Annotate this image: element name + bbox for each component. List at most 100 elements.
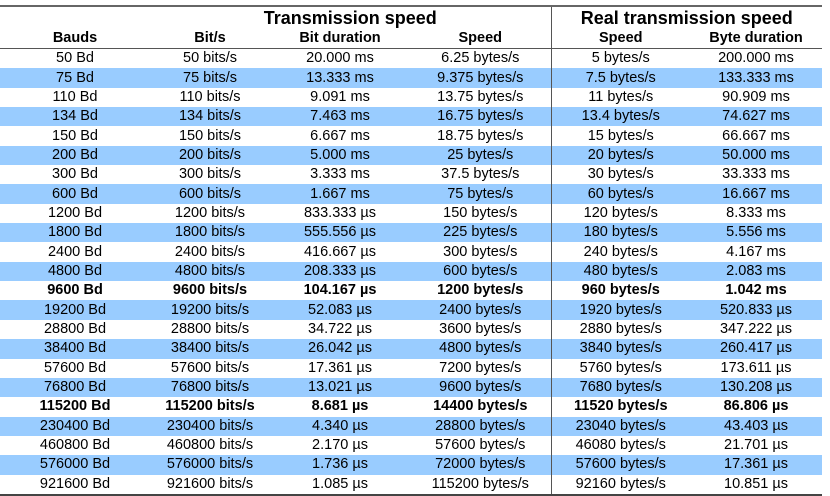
bit-duration-cell: 833.333 µs (303, 204, 377, 221)
bauds-cell: 921600 Bd (0, 474, 150, 496)
real-speed-cell: 15 bytes/s (550, 126, 690, 146)
bits-per-second-cell: 76800 bits/s (150, 377, 270, 398)
table-row: 200 Bd 200 bits/s 5.000 ms 25 bytes/s 20 byt… (0, 145, 822, 166)
bauds-cell: 110 Bd (52, 88, 98, 105)
bits-per-second-cell: 134 bits/s (150, 107, 270, 127)
speed-cell: 75 bytes/s (410, 184, 551, 204)
table-row: 134 Bd 134 bits/s 7.463 ms 16.75 bytes/s 13.… (0, 107, 822, 127)
real-speed-cell: 7680 bytes/s (550, 377, 690, 398)
byte-duration-cell: 8.333 ms (726, 204, 786, 221)
bit-duration-cell: 13.333 ms (270, 68, 410, 88)
bauds-cell: 19200 Bd (0, 300, 150, 320)
bits-per-second-cell: 1800 bits/s (150, 223, 270, 243)
bit-duration-cell: 3.333 ms (310, 166, 370, 183)
bits-per-second-cell: 38400 bits/s (150, 339, 270, 359)
bit-duration-cell: 17.361 µs (308, 359, 372, 376)
speed-cell: 1200 bytes/s (437, 282, 524, 299)
bit-duration-cell: 1.736 µs (270, 455, 410, 475)
bit-duration-cell: 20.000 ms (306, 50, 374, 67)
bit-duration-cell: 6.667 ms (310, 127, 370, 144)
bauds-cell: 57600 Bd (43, 359, 107, 376)
bauds-cell: 200 Bd (0, 145, 150, 166)
byte-duration-cell: 10.851 µs (690, 474, 822, 496)
bauds-cell: 576000 Bd (0, 455, 150, 475)
bit-duration-cell: 104.167 µs (303, 282, 377, 299)
group-header-real-transmission-speed: Real transmission speed (550, 6, 822, 29)
real-speed-cell: 960 bytes/s (550, 281, 690, 301)
real-speed-cell: 46080 bytes/s (550, 435, 690, 456)
table-row: 600 Bd 600 bits/s 1.667 ms 75 bytes/s 60 byt… (0, 184, 822, 204)
byte-duration-cell: 130.208 µs (690, 377, 822, 398)
byte-duration-cell: 1.042 ms (725, 282, 787, 299)
bit-duration-cell: 7.463 ms (270, 107, 410, 127)
speed-cell: 600 bytes/s (410, 261, 551, 282)
bit-duration-cell: 34.722 µs (308, 320, 372, 337)
table-row: 2400 Bd 2400 bits/s 416.667 µs 300 bytes/s 2… (0, 242, 822, 262)
bits-per-second-cell: 2400 bits/s (174, 243, 246, 260)
bit-duration-cell: 2.170 µs (312, 437, 368, 454)
speed-cell: 57600 bytes/s (435, 437, 526, 454)
column-header-bauds: Bauds (0, 29, 150, 49)
real-speed-cell: 120 bytes/s (550, 203, 690, 224)
bit-duration-cell: 5.000 ms (270, 145, 410, 166)
table-row: 9600 Bd 9600 bits/s 104.167 µs 1200 bytes/s… (0, 281, 822, 301)
byte-duration-cell: 200.000 ms (718, 50, 794, 67)
byte-duration-cell: 5.556 ms (690, 223, 822, 243)
table-row: 110 Bd 110 bits/s 9.091 ms 13.75 bytes/s 11 … (0, 87, 822, 108)
real-speed-cell: 57600 bytes/s (550, 455, 690, 475)
table-row: 19200 Bd 19200 bits/s 52.083 µs 2400 bytes/… (0, 300, 822, 320)
table-row: 115200 Bd 115200 bits/s 8.681 µs 14400 byte… (0, 397, 822, 417)
bit-duration-cell: 416.667 µs (303, 243, 377, 260)
bit-duration-cell: 26.042 µs (270, 339, 410, 359)
bauds-cell: 460800 Bd (39, 437, 111, 454)
speed-cell: 4800 bytes/s (410, 339, 551, 359)
table-row: 1200 Bd 1200 bits/s 833.333 µs 150 bytes/s 1… (0, 203, 822, 224)
bauds-cell: 28800 Bd (43, 320, 107, 337)
real-speed-cell: 240 bytes/s (550, 242, 690, 262)
byte-duration-cell: 33.333 ms (722, 166, 790, 183)
real-speed-cell: 2880 bytes/s (550, 319, 690, 340)
bauds-cell: 230400 Bd (0, 416, 150, 436)
bauds-cell: 150 Bd (52, 127, 98, 144)
table-row: 230400 Bd 230400 bits/s 4.340 µs 28800 byte… (0, 416, 822, 436)
real-speed-cell: 11 bytes/s (550, 87, 690, 108)
speed-cell: 13.75 bytes/s (437, 88, 524, 105)
bits-per-second-cell: 28800 bits/s (170, 320, 250, 337)
speed-cell: 225 bytes/s (410, 223, 551, 243)
table-row: 38400 Bd 38400 bits/s 26.042 µs 4800 bytes/… (0, 339, 822, 359)
bauds-cell: 134 Bd (0, 107, 150, 127)
speed-cell: 9600 bytes/s (410, 377, 551, 398)
bit-duration-cell: 208.333 µs (270, 261, 410, 282)
table-row: 57600 Bd 57600 bits/s 17.361 µs 7200 bytes/… (0, 358, 822, 378)
bauds-cell: 600 Bd (0, 184, 150, 204)
bits-per-second-cell: 50 bits/s (183, 50, 237, 67)
real-speed-cell: 480 bytes/s (550, 261, 690, 282)
bit-duration-cell: 9.091 ms (310, 88, 370, 105)
real-speed-cell: 60 bytes/s (550, 184, 690, 204)
speed-cell: 28800 bytes/s (410, 416, 551, 436)
speed-cell: 16.75 bytes/s (410, 107, 551, 127)
table-row: 576000 Bd 576000 bits/s 1.736 µs 72000 byte… (0, 455, 822, 475)
real-speed-cell: 92160 bytes/s (550, 474, 690, 496)
real-speed-cell: 180 bytes/s (550, 223, 690, 243)
table-row: 75 Bd 75 bits/s 13.333 ms 9.375 bytes/s 7.5 … (0, 68, 822, 88)
speed-cell: 14400 bytes/s (433, 398, 528, 415)
speed-cell: 72000 bytes/s (410, 455, 551, 475)
real-speed-cell: 30 bytes/s (550, 165, 690, 185)
column-header-speed: Speed (410, 29, 551, 49)
bit-duration-cell: 8.681 µs (311, 398, 369, 415)
real-speed-cell: 23040 bytes/s (550, 416, 690, 436)
byte-duration-cell: 74.627 ms (690, 107, 822, 127)
speed-cell: 6.25 bytes/s (441, 50, 520, 67)
bits-per-second-cell: 75 bits/s (150, 68, 270, 88)
byte-duration-cell: 173.611 µs (720, 359, 792, 376)
bit-duration-cell: 13.021 µs (270, 377, 410, 398)
bauds-cell: 1200 Bd (47, 204, 103, 221)
group-header-row: Transmission speed Real transmission spe… (0, 6, 822, 29)
byte-duration-cell: 21.701 µs (724, 437, 788, 454)
byte-duration-cell: 90.909 ms (722, 88, 790, 105)
bits-per-second-cell: 19200 bits/s (150, 300, 270, 320)
bit-duration-cell: 52.083 µs (270, 300, 410, 320)
table-row: 50 Bd 50 bits/s 20.000 ms 6.25 bytes/s 5 byt… (0, 48, 822, 69)
bits-per-second-cell: 230400 bits/s (150, 416, 270, 436)
